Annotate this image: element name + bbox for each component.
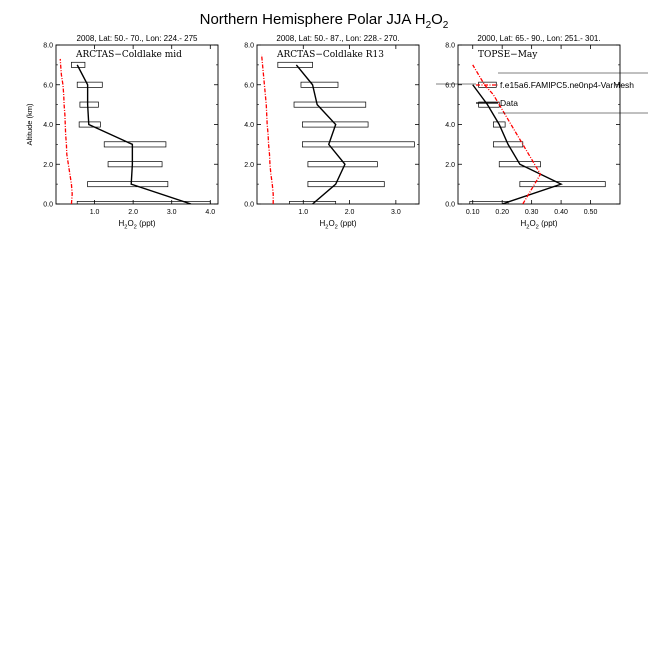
obs-range-box	[469, 201, 509, 204]
obs-range-box	[498, 161, 541, 168]
x-axis-label: H2O2 (ppt)	[520, 219, 557, 231]
panel-header: 2000, Lat: 65.- 90., Lon: 251.- 301.	[477, 34, 600, 43]
x-axis-label: H2O2 (ppt)	[319, 219, 356, 231]
model-line	[472, 64, 542, 204]
obs-range-box	[492, 141, 524, 148]
x-tick-label: 3.0	[167, 209, 177, 216]
x-axis-label: H2O2 (ppt)	[118, 219, 155, 231]
y-tick-label: 2.0	[445, 162, 455, 169]
x-tick-label: 2.0	[345, 209, 355, 216]
figure-title-sub1: 2	[426, 20, 432, 31]
x-tick-label: 0.50	[584, 209, 598, 216]
figure-title-mid: O	[431, 11, 443, 28]
y-tick-label: 4.0	[445, 122, 455, 129]
model-line	[59, 58, 73, 204]
plot-frame	[457, 44, 621, 205]
panel-header: 2008, Lat: 50.- 87., Lon: 228.- 270.	[276, 34, 399, 43]
legend: f.e15a6.FAMIPC5.ne0np4-VarMesh Data	[436, 72, 648, 114]
obs-mean-line	[76, 64, 192, 204]
campaign-label: ARCTAS−Coldlake mid	[75, 50, 182, 60]
y-tick-label: 8.0	[244, 43, 254, 50]
x-tick-label: 1.0	[298, 209, 308, 216]
plot-frame	[55, 44, 219, 205]
panel-arctas-coldlake-mid: 2008, Lat: 50.- 70., Lon: 224.- 275 0.0 2.…	[25, 34, 219, 231]
obs-range-box	[492, 121, 506, 128]
obs-range-box	[107, 161, 163, 168]
y-tick-label: 6.0	[244, 82, 254, 89]
y-tick-label: 6.0	[445, 82, 455, 89]
x-tick-label: 2.0	[128, 209, 138, 216]
obs-range-box	[103, 141, 167, 148]
y-axis-label: Altitude (km)	[25, 103, 34, 146]
panel-topse-may: 2000, Lat: 65.- 90., Lon: 251.- 301. 0.0 2…	[436, 34, 648, 231]
obs-range-box	[300, 81, 339, 88]
y-tick-label: 4.0	[43, 122, 53, 129]
y-tick-label: 2.0	[43, 162, 53, 169]
panel-header: 2008, Lat: 50.- 70., Lon: 224.- 275	[77, 34, 199, 43]
y-tick-label: 6.0	[43, 82, 53, 89]
plot-area	[260, 54, 415, 204]
obs-range-box	[293, 101, 367, 108]
x-tick-label: 3.0	[391, 209, 401, 216]
obs-range-box	[302, 141, 415, 148]
figure-title: Northern Hemisphere Polar JJA H2O2	[200, 11, 449, 31]
obs-range-box	[519, 181, 606, 188]
campaign-label: TOPSE−May	[478, 50, 538, 60]
obs-range-box	[87, 181, 169, 188]
obs-range-box	[76, 81, 103, 88]
panel-arctas-coldlake-r13: 2008, Lat: 50.- 87., Lon: 228.- 270. 0.0 2…	[244, 34, 420, 231]
x-tick-label: 0.20	[495, 209, 509, 216]
y-tick-label: 0.0	[244, 202, 254, 209]
x-tick-label: 4.0	[205, 209, 215, 216]
obs-range-box	[289, 201, 337, 204]
y-tick-label: 8.0	[43, 43, 53, 50]
x-tick-label: 0.30	[525, 209, 539, 216]
y-tick-label: 0.0	[43, 202, 53, 209]
obs-range-box	[307, 181, 385, 188]
x-tick-label: 0.10	[466, 209, 480, 216]
y-tick-label: 2.0	[244, 162, 254, 169]
y-tick-label: 4.0	[244, 122, 254, 129]
obs-range-box	[76, 201, 211, 204]
model-line	[260, 54, 274, 204]
legend-obs-label: Data	[500, 98, 518, 108]
x-tick-label: 0.40	[554, 209, 568, 216]
plot-area	[59, 58, 211, 204]
y-tick-label: 0.0	[445, 202, 455, 209]
figure-title-sub2: 2	[443, 20, 449, 31]
legend-model-label: f.e15a6.FAMIPC5.ne0np4-VarMesh	[500, 80, 634, 90]
figure-title-main: Northern Hemisphere Polar JJA H	[200, 11, 426, 28]
obs-mean-line	[295, 64, 346, 204]
x-tick-label: 1.0	[90, 209, 100, 216]
obs-mean-line	[472, 84, 563, 204]
obs-range-box	[277, 61, 313, 68]
obs-range-box	[79, 101, 99, 108]
obs-range-box	[78, 121, 101, 128]
campaign-label: ARCTAS−Coldlake R13	[276, 50, 384, 60]
y-tick-label: 8.0	[445, 43, 455, 50]
